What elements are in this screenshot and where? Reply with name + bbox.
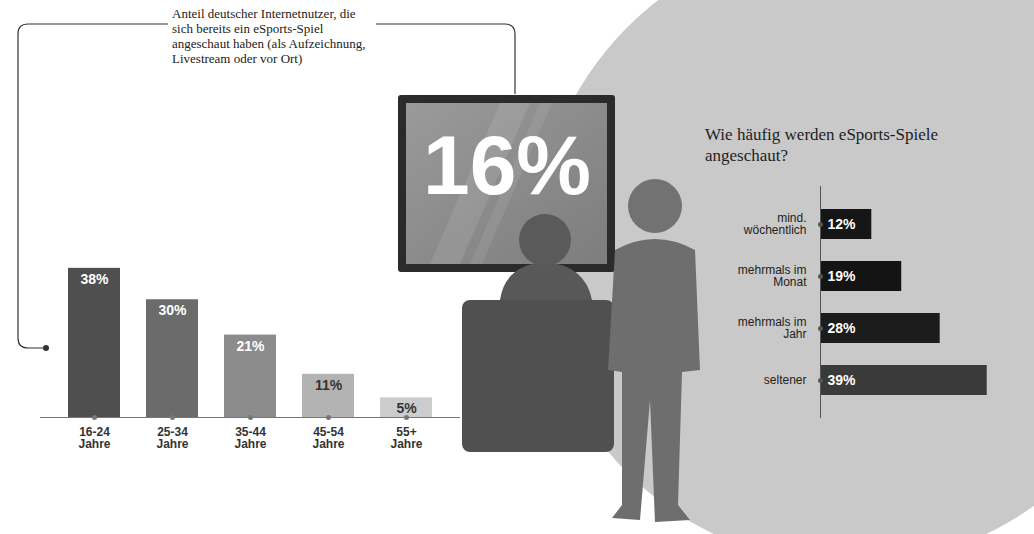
html-text:Anteil deutscher Internetnutze: Anteil deutscher Internetnutzer, die sic… — [172, 6, 366, 66]
svg-text:38%: 38% — [80, 271, 109, 287]
svg-text:35-44Jahre: 35-44Jahre — [234, 425, 266, 451]
svg-text:45-54Jahre: 45-54Jahre — [312, 425, 344, 451]
svg-text:mehrmals imJahr: mehrmals imJahr — [738, 315, 807, 341]
svg-text:16%: 16% — [423, 118, 591, 212]
svg-text:39%: 39% — [828, 372, 857, 388]
svg-text:11%: 11% — [315, 377, 343, 393]
svg-text:19%: 19% — [828, 268, 857, 284]
svg-text:12%: 12% — [828, 216, 857, 232]
svg-text:5%: 5% — [396, 400, 417, 416]
svg-text:16-24Jahre: 16-24Jahre — [78, 425, 110, 451]
svg-text:mehrmals imMonat: mehrmals imMonat — [738, 263, 807, 289]
svg-text:55+Jahre: 55+Jahre — [390, 425, 422, 451]
svg-text:25-34Jahre: 25-34Jahre — [156, 425, 188, 451]
svg-text:21%: 21% — [236, 338, 265, 354]
svg-text:seltener: seltener — [764, 373, 807, 387]
html-text:Wie häufig werden eSports-Spie: Wie häufig werden eSports-Spiele angesch… — [705, 125, 938, 165]
svg-text:mind.wöchentlich: mind.wöchentlich — [743, 211, 807, 237]
svg-text:30%: 30% — [158, 302, 187, 318]
svg-text:28%: 28% — [828, 320, 857, 336]
